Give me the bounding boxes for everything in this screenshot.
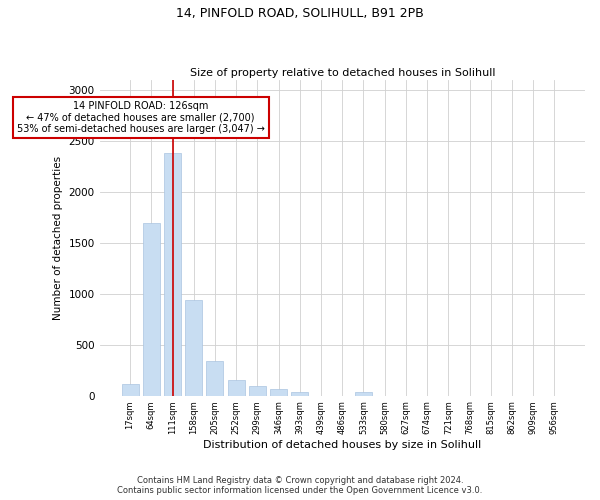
Bar xyxy=(164,154,181,396)
Bar xyxy=(122,384,139,396)
Y-axis label: Number of detached properties: Number of detached properties xyxy=(53,156,63,320)
Text: Contains HM Land Registry data © Crown copyright and database right 2024.
Contai: Contains HM Land Registry data © Crown c… xyxy=(118,476,482,495)
Bar xyxy=(270,390,287,396)
Bar xyxy=(292,392,308,396)
Bar xyxy=(206,361,223,396)
Text: 14, PINFOLD ROAD, SOLIHULL, B91 2PB: 14, PINFOLD ROAD, SOLIHULL, B91 2PB xyxy=(176,8,424,20)
Bar xyxy=(249,386,266,396)
Bar xyxy=(355,392,372,396)
Bar xyxy=(185,300,202,396)
Bar xyxy=(143,222,160,396)
X-axis label: Distribution of detached houses by size in Solihull: Distribution of detached houses by size … xyxy=(203,440,481,450)
Title: Size of property relative to detached houses in Solihull: Size of property relative to detached ho… xyxy=(190,68,495,78)
Text: 14 PINFOLD ROAD: 126sqm
← 47% of detached houses are smaller (2,700)
53% of semi: 14 PINFOLD ROAD: 126sqm ← 47% of detache… xyxy=(17,100,265,134)
Bar xyxy=(227,380,245,396)
